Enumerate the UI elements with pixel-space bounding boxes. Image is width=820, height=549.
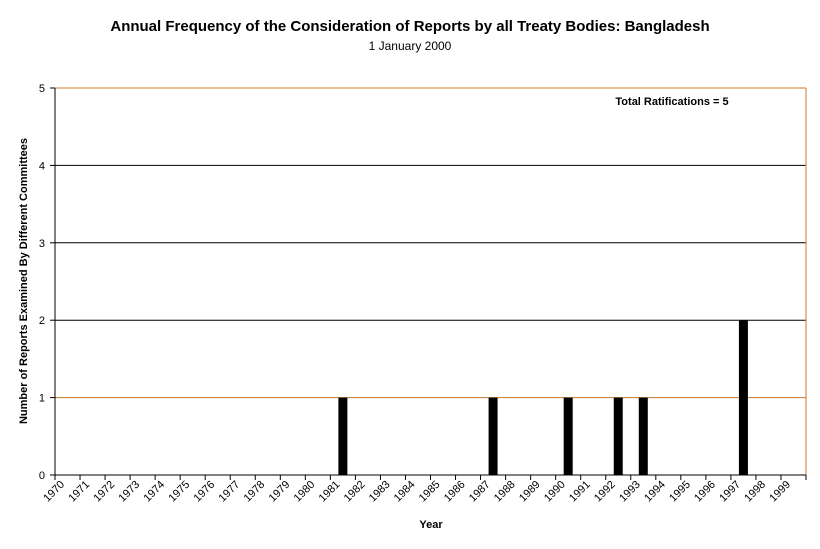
x-tick-label-1995: 1995 [667,479,693,505]
x-tick-label-1982: 1982 [342,479,368,505]
x-tick-label-1970: 1970 [41,479,67,505]
x-tick-label-1992: 1992 [592,479,618,505]
axes [50,87,807,480]
chart-subtitle: 1 January 2000 [368,39,452,53]
x-tick-label-1984: 1984 [392,479,418,505]
x-tick-label-1988: 1988 [492,479,518,505]
x-tick-label-1993: 1993 [617,479,643,505]
x-tick-label-1997: 1997 [717,479,743,505]
x-tick-label-1987: 1987 [467,479,493,505]
x-tick-label-1991: 1991 [567,479,593,505]
grid-lines [55,87,807,475]
x-tick-label-1990: 1990 [542,479,568,505]
y-tick-label-5: 5 [39,83,45,95]
total-ratifications-annotation: Total Ratifications = 5 [615,96,728,108]
x-tick-label-1978: 1978 [242,479,268,505]
bar-1993 [638,397,648,475]
y-tick-label-1: 1 [39,393,45,405]
x-tick-label-1989: 1989 [517,479,543,505]
bar-1997 [738,320,748,475]
bar-1981 [338,397,348,475]
x-tick-label-1999: 1999 [767,479,793,505]
x-tick-labels: 1970 1971 1972 1973 1974 1975 1976 1977 1978 1979… [41,479,793,505]
x-tick-label-1971: 1971 [66,479,92,505]
y-tick-label-4: 4 [39,160,45,172]
x-axis-label: Year [419,519,443,531]
bar-1990 [563,397,573,475]
x-tick-label-1979: 1979 [267,479,293,505]
x-tick-label-1986: 1986 [442,479,468,505]
x-tick-label-1977: 1977 [217,479,243,505]
x-tick-label-1975: 1975 [166,479,192,505]
bar-1992 [613,397,623,475]
x-tick-label-1985: 1985 [417,479,443,505]
y-tick-labels: 0 1 2 3 4 5 [39,83,45,482]
bars [338,320,748,475]
y-tick-label-2: 2 [39,315,45,327]
x-tick-label-1972: 1972 [91,479,117,505]
x-tick-label-1983: 1983 [367,479,393,505]
x-tick-label-1974: 1974 [141,479,167,505]
x-tick-label-1973: 1973 [116,479,142,505]
y-tick-label-0: 0 [39,470,45,482]
chart-title: Annual Frequency of the Consideration of… [110,18,710,35]
x-tick-label-1994: 1994 [642,479,668,505]
y-axis-label: Number of Reports Examined By Different … [18,138,30,424]
bar-1987 [488,397,498,475]
x-tick-label-1981: 1981 [317,479,343,505]
x-tick-label-1976: 1976 [192,479,218,505]
x-tick-label-1998: 1998 [742,479,768,505]
x-tick-label-1996: 1996 [692,479,718,505]
y-tick-label-3: 3 [39,238,45,250]
x-tick-label-1980: 1980 [292,479,318,505]
